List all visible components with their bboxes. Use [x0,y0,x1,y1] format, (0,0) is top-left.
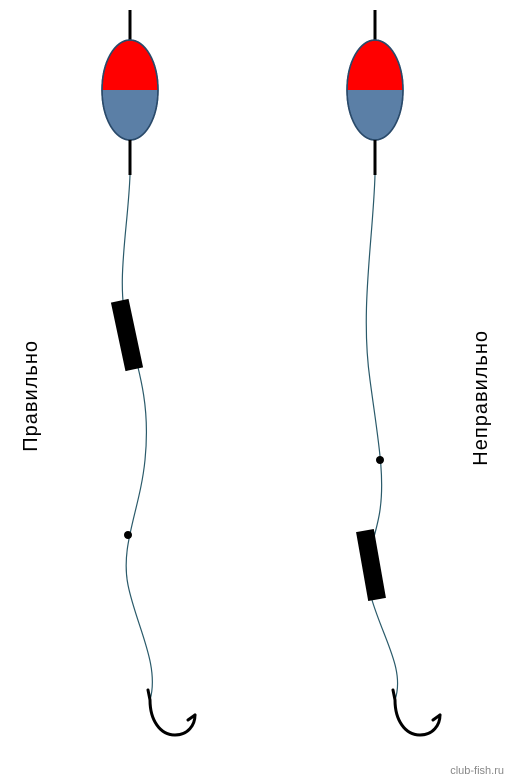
rig-diagram [0,0,508,777]
watermark-text: club-fish.ru [450,765,504,777]
label-correct: Правильно [20,340,43,452]
main-weight [356,529,386,601]
main-weight [111,299,143,371]
fishing-line [366,175,397,700]
shot-bead [376,456,384,464]
hook-icon [393,690,440,735]
rig-correct [102,10,195,735]
label-incorrect: Неправильно [470,330,493,466]
shot-bead [124,531,132,539]
rig-incorrect [347,10,440,735]
fishing-line [122,175,152,700]
hook-icon [148,690,195,735]
